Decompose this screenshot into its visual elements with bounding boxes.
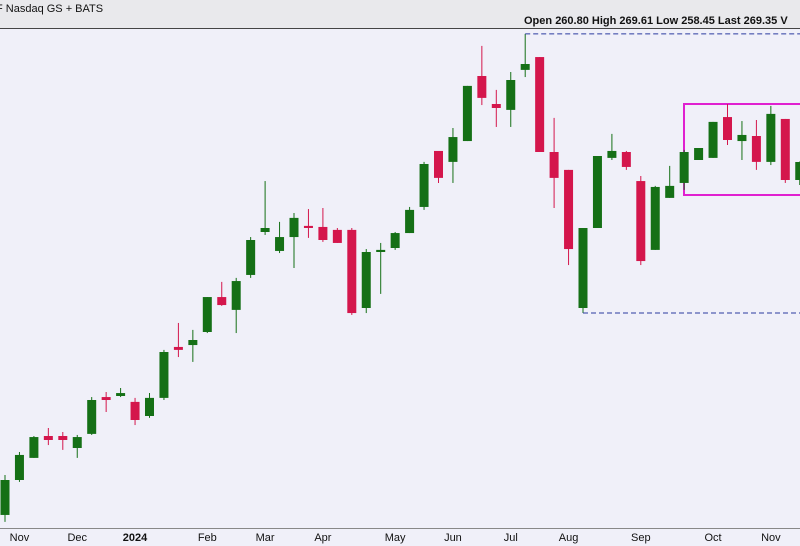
candle-body xyxy=(708,121,718,158)
x-tick-label: Aug xyxy=(559,532,579,544)
candle-body xyxy=(173,346,183,350)
candle-body xyxy=(766,113,776,162)
x-tick-label: Nov xyxy=(10,532,30,544)
stat-part: 269.61 xyxy=(619,15,653,27)
candle-body xyxy=(260,228,270,232)
consolidation-box xyxy=(683,103,800,196)
candle-body xyxy=(0,480,10,515)
candle-body xyxy=(694,148,704,160)
ohlc-text: Open 260.80 High 269.61 Low 258.45 Last … xyxy=(524,15,788,27)
candle-body xyxy=(434,150,443,178)
candle-body xyxy=(318,226,328,240)
candle-body xyxy=(636,181,646,262)
candle-body xyxy=(462,85,472,142)
x-tick-label: Mar xyxy=(256,532,275,544)
candle-body xyxy=(188,340,198,346)
stat-part: 258.45 xyxy=(681,15,715,27)
candle-body xyxy=(361,252,371,308)
candle-body xyxy=(14,454,24,480)
candle-body xyxy=(275,237,285,251)
candle-body xyxy=(390,233,400,248)
candle-body xyxy=(506,80,516,110)
candle-body xyxy=(535,57,545,153)
candle-body xyxy=(607,150,617,158)
candle-body xyxy=(130,401,140,420)
candle-body xyxy=(520,64,530,70)
candle-body xyxy=(795,162,800,180)
candle-body xyxy=(43,436,53,440)
stat-part: V xyxy=(780,15,788,27)
candle-body xyxy=(592,156,602,228)
stat-part: 260.80 xyxy=(555,15,589,27)
candle-body xyxy=(679,152,689,183)
candle-body xyxy=(737,134,747,142)
candle-body xyxy=(564,169,574,250)
candle-body xyxy=(202,297,212,332)
candle-body xyxy=(650,186,660,250)
candle-body xyxy=(477,76,487,98)
candle-body xyxy=(87,400,97,434)
candle-body xyxy=(405,209,415,234)
candle-body xyxy=(578,228,588,308)
candle-body xyxy=(303,225,313,228)
x-tick-label: May xyxy=(385,532,406,544)
candle-body xyxy=(101,397,111,400)
source: F Nasdaq GS + BATS xyxy=(0,3,103,15)
candle-body xyxy=(289,217,299,238)
stat-part: Last xyxy=(718,15,741,27)
candle-body xyxy=(58,436,68,440)
stat-part: 269.35 xyxy=(744,15,778,27)
candle-body xyxy=(723,117,732,140)
candle-body xyxy=(332,229,342,243)
x-tick-label: Apr xyxy=(314,532,331,544)
candle-body xyxy=(448,137,458,162)
stat-part: Low xyxy=(656,15,678,27)
candle-body xyxy=(751,136,761,162)
x-tick-label: Jun xyxy=(444,532,462,544)
candle-body xyxy=(780,118,790,180)
candle-body xyxy=(419,164,429,207)
candle-body xyxy=(246,240,256,275)
candle-body xyxy=(665,185,675,198)
x-tick-label: Dec xyxy=(67,532,87,544)
candle-body xyxy=(116,393,126,396)
x-tick-label: Nov xyxy=(761,532,781,544)
candle-body xyxy=(376,249,386,252)
candle-body xyxy=(145,397,154,416)
candle-body xyxy=(621,152,631,167)
stat-part: High xyxy=(592,15,617,27)
ohlc-stats: Open 260.80 High 269.61 Low 258.45 Last … xyxy=(524,15,788,27)
candle-body xyxy=(347,229,357,314)
candle-body xyxy=(491,104,501,108)
candle-body xyxy=(231,281,241,310)
x-tick-label: Jul xyxy=(504,532,518,544)
x-tick-label: Sep xyxy=(631,532,651,544)
candle-body xyxy=(217,297,227,306)
candle-body xyxy=(29,437,39,458)
candle-body xyxy=(549,152,559,178)
stat-part: Open xyxy=(524,15,552,27)
x-tick-label: Feb xyxy=(198,532,217,544)
header-bar xyxy=(0,0,800,28)
candle-body xyxy=(159,352,169,398)
x-tick-label: Oct xyxy=(704,532,721,544)
x-tick-label: 2024 xyxy=(123,532,148,544)
candle-body xyxy=(72,437,82,448)
